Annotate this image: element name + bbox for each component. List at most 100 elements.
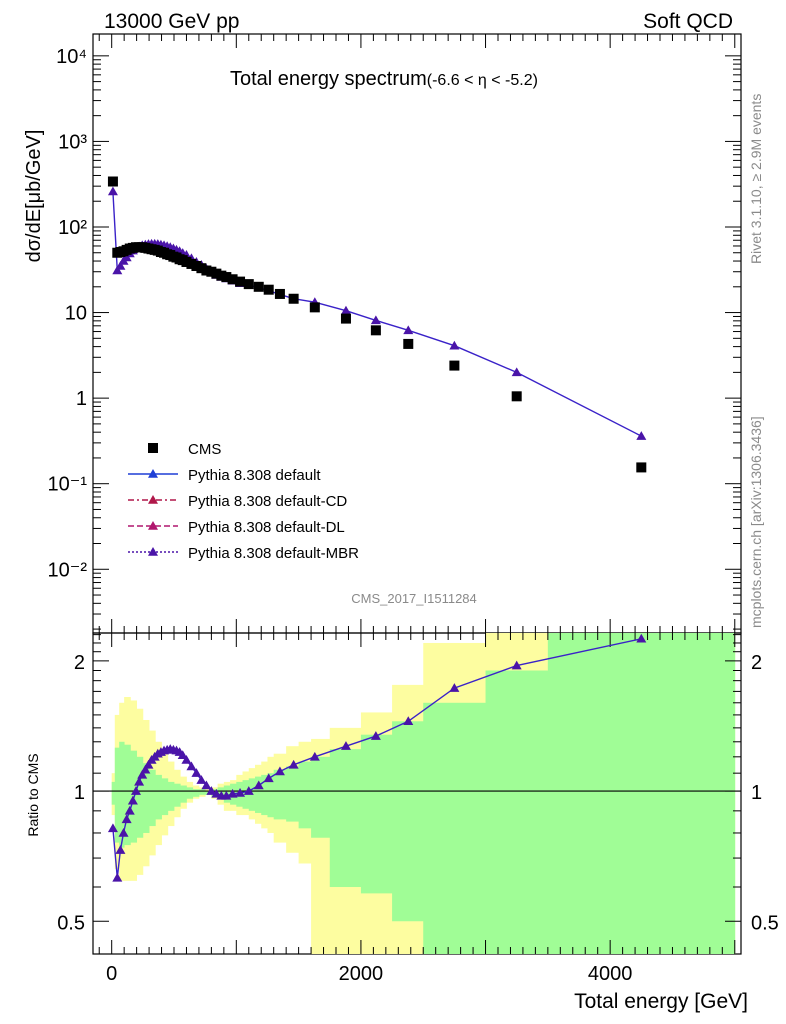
ratio-band-green: [174, 783, 181, 807]
ratio-y-tick-label-right: 1: [751, 782, 762, 804]
ratio-point: [186, 761, 197, 771]
legend-marker-triangle: [148, 495, 158, 504]
legend-label: Pythia 8.308 default: [188, 467, 321, 484]
main-y-tick-label: 10⁴: [56, 46, 87, 68]
cms-point: [263, 284, 274, 295]
x-tick-label: 2000: [339, 963, 384, 985]
ratio-point: [130, 786, 141, 795]
main-y-tick-label: 10⁻¹: [48, 474, 88, 496]
ratio-point: [288, 759, 299, 769]
ratio-band-green: [298, 761, 312, 829]
cms-point: [288, 293, 299, 304]
ratio-point: [227, 788, 238, 798]
mc-point: [340, 305, 351, 315]
x-tick-label: 0: [106, 963, 117, 985]
legend-marker-square: [148, 443, 158, 453]
ratio-point: [370, 731, 381, 740]
cms-point: [449, 360, 460, 371]
cms-point: [636, 462, 647, 473]
ratio-point: [511, 660, 522, 670]
ratio-axis-ticks: 0.5 0.5 1 1 2 2 0 2000 4000: [57, 633, 779, 985]
main-y-tick-label: 1: [76, 388, 87, 410]
ratio-point: [118, 827, 129, 837]
ratio-band-green: [161, 778, 169, 816]
ratio-point: [340, 741, 351, 750]
main-y-tick-label: 10⁻²: [48, 559, 88, 581]
ratio-band-green: [124, 744, 131, 846]
mc-point: [511, 367, 522, 377]
analysis-id: CMS_2017_I1511284: [351, 591, 477, 606]
cms-point: [511, 391, 522, 402]
cms-point: [309, 302, 320, 313]
ratio-band-green: [286, 766, 300, 822]
main-panel: 10⁻² 10⁻¹ 1 10 10² 10³ 10⁴ Total energy spectr…: [23, 33, 742, 634]
ratio-band-green: [261, 774, 268, 816]
ratio-point: [137, 769, 148, 779]
ratio-point: [134, 776, 145, 786]
ratio-series: [107, 633, 647, 882]
ratio-band-green: [360, 734, 393, 894]
cms-point: [235, 276, 246, 287]
ratio-point: [115, 845, 126, 854]
ratio-point: [235, 787, 246, 797]
ratio-point: [201, 780, 212, 790]
legend-label: CMS: [188, 441, 221, 458]
cms-point: [227, 274, 238, 285]
ratio-band-green: [114, 747, 120, 843]
ratio-band-green: [485, 670, 549, 954]
cms-point: [274, 288, 285, 299]
main-axis-ticks: 10⁻² 10⁻¹ 1 10 10² 10³ 10⁴: [48, 34, 741, 633]
ratio-point: [143, 759, 154, 769]
ratio-band-green: [547, 633, 736, 954]
ratio-y-tick-label: 0.5: [57, 912, 85, 934]
main-y-tick-label: 10: [65, 303, 87, 325]
main-series: [107, 176, 647, 473]
plot-title-range: (-6.6 < η < -5.2): [427, 72, 538, 89]
ratio-point: [253, 780, 264, 790]
ratio-point: [140, 764, 151, 774]
ratio-band-green: [136, 756, 144, 838]
ratio-point: [206, 786, 217, 795]
mc-point: [370, 315, 381, 325]
mc-point: [636, 431, 647, 440]
x-tick-label: 4000: [588, 963, 633, 985]
ratio-band-green: [149, 769, 156, 827]
y-axis-label-main: dσ/dE[μb/GeV]: [23, 130, 45, 263]
ratio-point: [191, 768, 202, 777]
legend-label: Pythia 8.308 default-MBR: [188, 545, 359, 562]
legend-label: Pythia 8.308 default-CD: [188, 493, 347, 510]
ratio-band-green: [198, 789, 206, 795]
plot-title-text: Total energy spectrum: [230, 68, 427, 90]
ratio-point: [127, 795, 138, 805]
cms-point: [340, 313, 351, 324]
ratio-uncertainty-bands: [93, 633, 741, 954]
mc-point: [112, 265, 123, 275]
legend-marker-triangle: [148, 521, 158, 530]
main-y-tick-label: 10³: [58, 131, 87, 153]
plot-title: Total energy spectrum(-6.6 < η < -5.2): [230, 68, 538, 90]
ratio-point: [177, 750, 188, 760]
ratio-point: [243, 786, 254, 795]
ratio-point: [181, 754, 192, 764]
mcplots-info: mcplots.cern.ch [arXiv:1306.3436]: [748, 416, 764, 628]
ratio-band-green: [119, 741, 125, 848]
ratio-point: [309, 751, 320, 761]
cms-point: [403, 338, 414, 349]
ratio-band-green: [186, 787, 194, 799]
ratio-point: [121, 814, 132, 824]
ratio-band-green: [180, 785, 187, 803]
ratio-band-green: [311, 756, 331, 838]
mc-line: [112, 191, 642, 437]
header-left: 13000 GeV pp: [104, 10, 239, 33]
mc-point: [449, 340, 460, 350]
ratio-point: [124, 805, 135, 815]
ratio-y-tick-label-right: 2: [751, 652, 762, 674]
cms-point: [107, 176, 118, 187]
ratio-point: [196, 775, 207, 784]
main-y-tick-label: 10²: [58, 217, 87, 239]
ratio-band-green: [167, 781, 175, 811]
ratio-band-green: [329, 749, 362, 888]
ratio-band-green: [392, 721, 424, 922]
ratio-band-green: [423, 702, 486, 954]
